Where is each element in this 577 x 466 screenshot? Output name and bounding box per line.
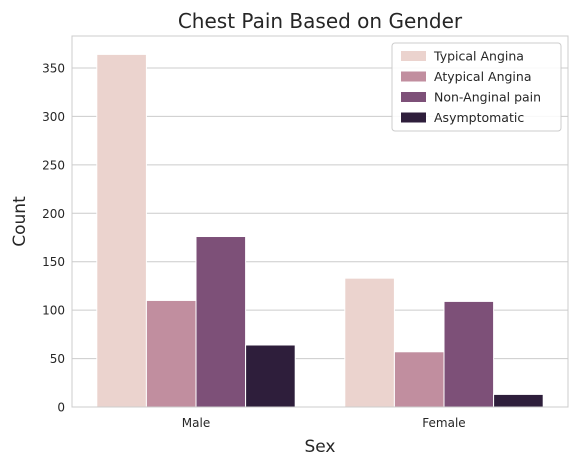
y-tick-label: 50 <box>50 352 65 366</box>
plot-frame <box>71 35 569 408</box>
legend-swatch <box>401 51 426 61</box>
y-tick-label: 100 <box>42 304 65 318</box>
y-tick-label: 250 <box>42 158 65 172</box>
bar-asymptomatic-female <box>493 393 544 408</box>
bar-atypical-angina-female <box>393 351 445 408</box>
x-axis-label: Sex <box>304 437 335 457</box>
chart-title: Chest Pain Based on Gender <box>178 9 463 33</box>
legend: Typical Angina Atypical Angina Non-Anginal… <box>391 42 562 132</box>
legend-label: Asymptomatic <box>434 110 524 125</box>
y-tick-labels: 0 50 100 150 200 250 300 350 <box>42 61 65 414</box>
bar-asymptomatic-male <box>245 344 296 408</box>
legend-swatch <box>401 112 426 123</box>
y-tick-label: 0 <box>57 401 65 415</box>
y-tick-label: 350 <box>42 61 65 75</box>
bar-non-anginal-pain-male <box>195 236 247 408</box>
y-tick-label: 300 <box>42 110 65 124</box>
legend-label: Typical Angina <box>433 49 524 64</box>
bar-atypical-angina-male <box>145 299 197 408</box>
x-tick-label: Male <box>182 416 210 430</box>
bar-non-anginal-pain-female <box>443 300 495 408</box>
x-tick-labels: Male Female <box>182 416 466 430</box>
bars <box>96 53 544 408</box>
legend-box <box>391 42 562 132</box>
y-tick-label: 150 <box>42 255 65 269</box>
legend-label: Non-Anginal pain <box>434 90 541 105</box>
y-tick-label: 200 <box>42 207 65 221</box>
legend-swatch <box>401 71 426 82</box>
bar-typical-angina-male <box>96 53 147 408</box>
y-axis-label: Count <box>10 196 30 247</box>
legend-label: Atypical Angina <box>434 69 531 84</box>
bar-typical-angina-female <box>344 277 395 408</box>
x-tick-label: Female <box>422 416 465 430</box>
legend-swatch <box>401 92 426 102</box>
